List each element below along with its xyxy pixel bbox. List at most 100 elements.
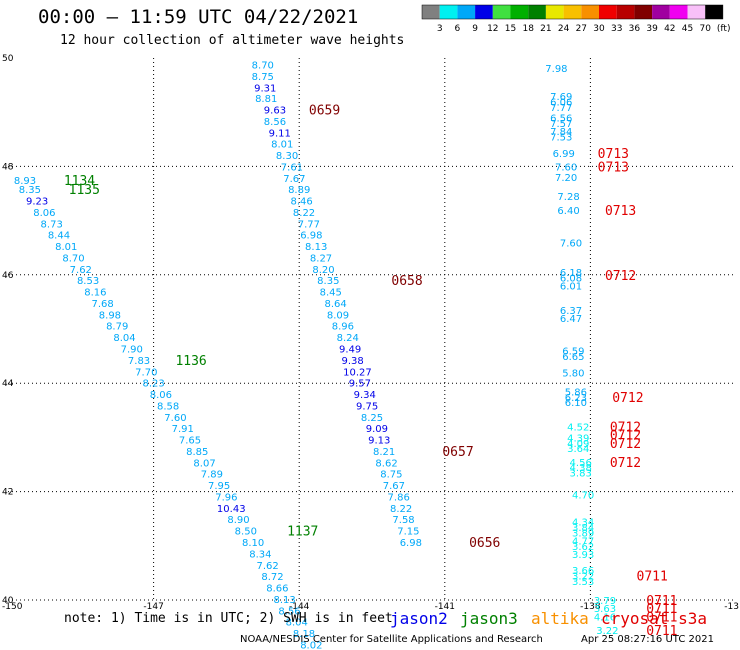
pass-time-label: 1134 [64, 174, 95, 189]
wave-height-value: 4.16 [594, 612, 616, 623]
wave-height-value: 8.02 [300, 640, 322, 650]
pass-time-label: 1136 [175, 354, 206, 369]
wave-height-value: 7.86 [388, 492, 410, 503]
legend-jason3: jason3 [460, 609, 518, 628]
colorbar-swatch [652, 5, 670, 19]
wave-height-value: 8.93 [14, 176, 36, 187]
colorbar-label: 15 [505, 24, 516, 34]
wave-height-value: 8.44 [48, 231, 70, 242]
wave-height-value: 8.35 [317, 276, 339, 287]
wave-height-value: 4.09 [567, 439, 589, 450]
colorbar-label: 18 [522, 24, 534, 34]
wave-height-value: 8.13 [274, 595, 296, 606]
wave-height-value: 7.91 [172, 424, 194, 435]
time-labels: 0659065806570656113411351136113707130713… [64, 103, 678, 638]
wave-height-value: 6.65 [562, 352, 584, 363]
pass-time-label: 1137 [287, 525, 318, 540]
wave-height-value: 8.96 [332, 322, 354, 333]
wave-height-value: 7.69 [550, 92, 572, 103]
wave-height-value: 8.30 [276, 151, 298, 162]
wave-height-value: 7.58 [392, 515, 414, 526]
wave-height-value: 7.77 [298, 219, 320, 230]
wave-height-value: 8.24 [337, 333, 359, 344]
wave-height-value: 8.01 [271, 140, 293, 151]
wave-height-value: 7.70 [135, 367, 157, 378]
wave-height-value: 8.90 [227, 515, 249, 526]
wave-height-value: 9.49 [339, 345, 361, 356]
colorbar-label: 45 [682, 24, 693, 34]
chart-grid [8, 58, 736, 601]
wave-height-value: 6.18 [560, 268, 582, 279]
wave-height-value: 8.21 [373, 447, 395, 458]
wave-height-value: 6.59 [562, 347, 584, 358]
wave-height-value: 8.20 [312, 265, 334, 276]
wave-height-value: 8.45 [320, 288, 342, 299]
colorbar-label: 27 [576, 24, 587, 34]
legend-altika: altika [531, 609, 589, 628]
pass-time-label: 0713 [598, 147, 629, 162]
wave-height-value: 6.01 [560, 282, 582, 293]
pass-time-label: 0658 [391, 274, 422, 289]
y-tick-label: 44 [2, 379, 14, 389]
wave-height-value: 8.35 [19, 185, 41, 196]
pass-time-label: 0712 [610, 429, 641, 444]
wave-height-value: 8.53 [77, 276, 99, 287]
wave-height-value: 7.77 [550, 103, 572, 114]
colorbar-legend: 3 6 9 12 15 18 21 24 27 30 33 36 39 42 45 70 (ft) [421, 4, 730, 34]
wave-height-value: 8.89 [288, 185, 310, 196]
wave-height-value: 4.70 [572, 490, 594, 501]
wave-height-value: 7.61 [281, 162, 303, 173]
wave-height-value: 8.25 [361, 413, 383, 424]
wave-height-value: 8.22 [390, 504, 412, 515]
wave-height-value: 3.93 [572, 550, 594, 561]
pass-time-label: 0711 [646, 594, 677, 609]
wave-height-value: 7.89 [201, 470, 223, 481]
wave-height-value: 9.11 [269, 128, 291, 139]
wave-height-value: 8.56 [278, 606, 300, 617]
wave-height-value: 3.22 [572, 572, 594, 583]
wave-height-value: 8.23 [142, 379, 164, 390]
wave-height-value: 9.31 [254, 83, 276, 94]
colorbar-swatch [581, 5, 599, 19]
wave-height-value: 8.18 [293, 629, 315, 640]
wave-height-value: 8.62 [375, 458, 397, 469]
x-tick-label: -144 [289, 602, 310, 612]
wave-height-value: 7.20 [555, 173, 577, 184]
wave-height-value: 8.22 [293, 208, 315, 219]
wave-height-value: 9.75 [356, 401, 378, 412]
pass-time-label: 1135 [69, 183, 100, 198]
pass-time-label: 0657 [442, 445, 473, 460]
wave-height-value: 3.64 [567, 444, 589, 455]
wave-height-value: 8.70 [62, 253, 84, 264]
pass-time-label: 0659 [309, 103, 340, 118]
pass-time-label: 0712 [610, 421, 641, 436]
wave-height-value: 6.99 [553, 149, 575, 160]
wave-height-value: 3.83 [570, 469, 592, 480]
wave-height-value: 3.89 [572, 528, 594, 539]
wave-height-value: 6.40 [557, 206, 579, 217]
wave-height-value: 8.81 [255, 94, 277, 105]
pass-time-label: 0712 [610, 456, 641, 471]
x-tick-label: -141 [435, 602, 455, 612]
data-values: 8.708.759.318.819.638.569.118.018.307.61… [14, 61, 619, 650]
pass-time-label: 0656 [469, 536, 500, 551]
wave-height-value: 3.22 [596, 626, 618, 637]
wave-height-value: 8.07 [193, 458, 215, 469]
wave-height-value: 9.57 [349, 379, 371, 390]
wave-height-value: 7.84 [550, 127, 572, 138]
colorbar-swatch [528, 5, 546, 19]
satellite-legend: jason2 jason3 altika cryosat s3a [390, 609, 707, 628]
wave-height-value: 8.64 [324, 299, 346, 310]
wave-height-value: 7.83 [128, 356, 150, 367]
footer-credit: NOAA/NESDIS Center for Satellite Applica… [240, 634, 543, 645]
wave-height-value: 9.63 [264, 105, 286, 116]
legend-cryosat-s3a: cryosat s3a [601, 609, 707, 628]
wave-height-value: 9.38 [341, 356, 363, 367]
wave-height-value: 8.46 [290, 197, 312, 208]
wave-height-value: 8.10 [242, 538, 264, 549]
wave-height-value: 8.16 [84, 288, 106, 299]
colorbar-swatch [510, 5, 529, 19]
y-tick-label: 48 [2, 162, 14, 172]
wave-height-value: 7.67 [383, 481, 405, 492]
